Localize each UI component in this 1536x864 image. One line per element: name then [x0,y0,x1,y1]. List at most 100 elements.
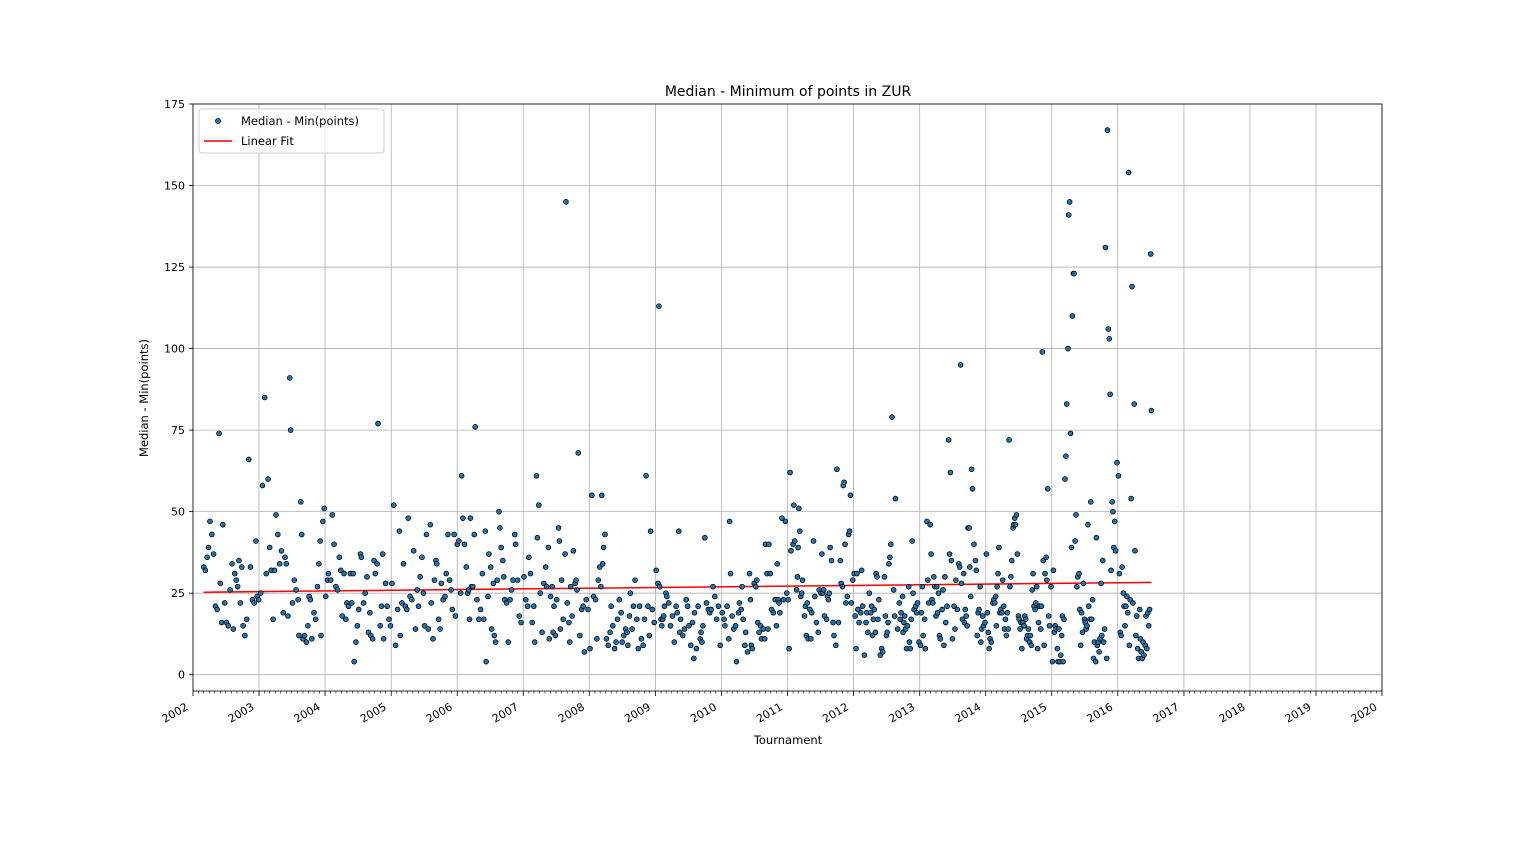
scatter-point [399,600,405,606]
scatter-point [1103,655,1110,662]
scatter-point [494,577,501,583]
scatter-point [1120,590,1127,596]
y-tick-label: 75 [171,424,185,437]
scatter-point [885,619,891,626]
scatter-point [287,427,294,433]
scatter-point [1071,270,1077,277]
scatter-point [1098,580,1104,587]
scatter-point [1028,642,1035,649]
scatter-point [236,557,242,564]
scatter-point [693,645,700,652]
scatter-point [280,609,287,616]
scatter-point [507,596,513,603]
scatter-point [804,600,811,606]
scatter-point [1066,199,1073,205]
scatter-point [442,593,448,600]
scatter-point [350,570,357,577]
scatter-point [647,528,654,535]
scatter-point [428,600,434,606]
scatter-point [303,639,310,645]
scatter-point [451,531,457,538]
scatter-point [1073,512,1079,518]
scatter-point [773,622,780,629]
scatter-point [297,499,304,505]
scatter-point [907,645,914,652]
scatter-point [952,626,958,632]
scatter-point [942,619,949,626]
scatter-point [435,616,442,623]
scatter-point [1124,593,1130,600]
scatter-point [953,577,959,583]
scatter-point [910,590,916,596]
scatter-point [1126,642,1133,649]
scatter-point [641,616,648,623]
scatter-point [632,577,638,583]
scatter-point [273,512,279,518]
scatter-point [676,528,682,535]
scatter-point [962,606,969,613]
scatter-point [892,495,899,502]
scatter-point [557,626,564,632]
scatter-points-layer [200,127,1155,665]
chart-title: Median - Minimum of points in ZUR [665,84,912,100]
scatter-point [526,554,532,561]
scatter-point [649,606,656,613]
scatter-point [842,541,848,548]
scatter-point [321,505,328,512]
y-tick-label: 150 [164,180,185,193]
scatter-point [1049,658,1056,665]
scatter-point [497,525,503,531]
scatter-point [747,596,754,603]
scatter-point [1144,645,1150,652]
scatter-point [638,636,645,642]
scatter-point [897,616,903,623]
scatter-point [471,531,478,538]
scatter-point [498,544,504,551]
scatter-point [746,570,753,577]
scatter-point [739,583,745,590]
scatter-point [949,636,956,642]
scatter-point [715,603,722,610]
scatter-point [1108,567,1114,574]
scatter-point [753,577,760,583]
scatter-point [828,557,835,564]
y-tick-label: 50 [171,506,185,519]
scatter-point [477,606,484,613]
scatter-point [270,616,276,623]
scatter-point [562,551,568,557]
scatter-point [717,642,724,649]
scatter-point [240,622,246,629]
scatter-point [1045,613,1052,619]
scatter-point [227,587,233,593]
scatter-point [894,626,901,632]
scatter-point [964,622,970,629]
scatter-point [999,609,1005,616]
scatter-point [609,622,616,629]
scatter-point [1025,626,1032,632]
scatter-point [1088,499,1094,505]
legend-label-scatter: Median - Min(points) [241,114,359,128]
scatter-point [1088,616,1095,623]
y-axis-label: Median - Min(points) [137,339,151,457]
scatter-point [533,472,540,479]
scatter-point [394,606,401,613]
scatter-point [930,600,936,606]
scatter-point [503,600,510,606]
scatter-point [884,629,890,636]
scatter-point [872,629,879,636]
scatter-point [1033,600,1039,606]
scatter-point [409,596,415,603]
scatter-point [774,561,780,567]
plot-frame [192,103,1383,692]
scatter-point [691,609,698,616]
scatter-point [853,645,859,652]
scatter-point [847,492,854,499]
scatter-point [1013,512,1020,518]
scatter-point [531,639,538,645]
scatter-point [431,577,438,583]
scatter-point [931,574,937,580]
scatter-point [660,613,667,619]
scatter-point [973,567,980,574]
scatter-point [979,613,986,619]
scatter-point [225,622,232,629]
